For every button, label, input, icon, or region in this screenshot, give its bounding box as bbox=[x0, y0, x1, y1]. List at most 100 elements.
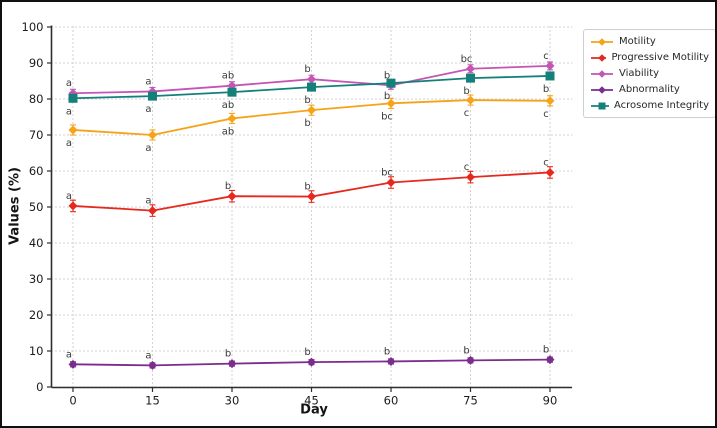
legend-diamond-marker-icon bbox=[591, 53, 607, 62]
square-marker bbox=[68, 93, 78, 103]
y-tick-label: 50 bbox=[29, 200, 44, 214]
legend-item-viability: Viability bbox=[590, 67, 709, 80]
legend-diamond-marker-icon bbox=[591, 85, 613, 94]
significance-letter: b bbox=[384, 91, 390, 102]
y-tick-label: 90 bbox=[29, 56, 44, 70]
significance-letter: b bbox=[384, 70, 390, 81]
legend: Motility Progressive Motility Viability Abn… bbox=[583, 29, 715, 118]
diamond-marker bbox=[227, 359, 237, 369]
y-tick-label: 0 bbox=[36, 380, 43, 394]
square-marker bbox=[227, 87, 237, 97]
diamond-marker bbox=[386, 178, 396, 188]
significance-letter: c bbox=[543, 109, 549, 120]
x-tick-label: 60 bbox=[384, 394, 399, 408]
diamond-marker bbox=[545, 61, 555, 71]
significance-letter: a bbox=[66, 138, 72, 149]
y-tick-label: 100 bbox=[22, 20, 44, 34]
series-progressive-motility: a a b b bc c c bbox=[66, 157, 555, 217]
diamond-marker bbox=[466, 95, 475, 105]
diamond-marker bbox=[307, 105, 316, 115]
legend-diamond-marker-icon bbox=[591, 37, 613, 46]
square-marker bbox=[386, 78, 396, 88]
diamond-marker bbox=[68, 125, 78, 135]
diamond-marker bbox=[68, 201, 78, 211]
significance-letter: bc bbox=[461, 54, 473, 65]
diamond-marker bbox=[545, 355, 555, 365]
square-marker bbox=[307, 82, 316, 92]
legend-item-progressive-motility: Progressive Motility bbox=[590, 51, 709, 64]
diamond-marker bbox=[148, 206, 157, 216]
legend-label: Progressive Motility bbox=[611, 52, 709, 63]
significance-letter: b bbox=[225, 349, 231, 360]
significance-letter: b bbox=[304, 64, 310, 75]
diamond-marker bbox=[307, 74, 316, 84]
y-tick-label: 80 bbox=[29, 92, 44, 106]
x-tick-label: 0 bbox=[69, 394, 76, 408]
significance-letter: b bbox=[543, 345, 549, 356]
significance-letter: b bbox=[225, 181, 231, 192]
significance-letter: bc bbox=[381, 111, 393, 122]
square-marker bbox=[545, 71, 555, 81]
significance-letter: b bbox=[304, 347, 310, 358]
x-tick-label: 30 bbox=[225, 394, 240, 408]
diamond-marker bbox=[148, 360, 157, 370]
y-tick-label: 70 bbox=[29, 128, 44, 142]
diamond-marker bbox=[227, 113, 237, 123]
significance-letter: a bbox=[145, 76, 151, 87]
legend-diamond-marker-icon bbox=[591, 69, 613, 78]
y-tick-label: 10 bbox=[29, 344, 44, 358]
significance-letter: b bbox=[304, 182, 310, 193]
legend-item-abnormality: Abnormality bbox=[590, 83, 709, 96]
legend-label: Abnormality bbox=[619, 84, 680, 95]
diamond-marker bbox=[545, 96, 555, 106]
significance-letter: b bbox=[463, 345, 469, 356]
significance-letter: c bbox=[543, 51, 549, 62]
legend-square-marker-icon bbox=[591, 102, 609, 109]
significance-letter: a bbox=[145, 143, 151, 154]
diamond-marker bbox=[466, 172, 475, 182]
significance-letter: a bbox=[66, 78, 72, 89]
x-tick-label: 90 bbox=[543, 394, 558, 408]
series-acrosome-integrity: a a ab b b b b bbox=[66, 71, 555, 117]
diamond-marker bbox=[386, 98, 396, 108]
significance-letter: a bbox=[66, 349, 72, 360]
y-tick-label: 20 bbox=[29, 308, 44, 322]
y-axis-label: Values (%) bbox=[7, 167, 23, 245]
diamond-marker bbox=[68, 359, 78, 369]
legend-label: Acrosome Integrity bbox=[613, 100, 709, 111]
legend-item-acrosome-integrity: Acrosome Integrity bbox=[590, 99, 709, 112]
square-marker bbox=[466, 73, 475, 83]
significance-letter: ab bbox=[222, 100, 234, 111]
significance-letter: a bbox=[66, 106, 72, 117]
legend-item-motility: Motility bbox=[590, 35, 709, 48]
diamond-marker bbox=[545, 167, 555, 177]
square-marker bbox=[148, 91, 157, 101]
diamond-marker bbox=[466, 64, 475, 74]
y-tick-label: 30 bbox=[29, 272, 44, 286]
significance-letter: bc bbox=[381, 168, 393, 179]
significance-letter: c bbox=[464, 162, 470, 173]
significance-letter: a bbox=[66, 191, 72, 202]
diamond-marker bbox=[227, 191, 237, 201]
y-tick-label: 60 bbox=[29, 164, 44, 178]
x-axis-label: Day bbox=[300, 402, 328, 418]
y-tick-label: 40 bbox=[29, 236, 44, 250]
diamond-marker bbox=[148, 130, 157, 140]
legend-label: Motility bbox=[619, 36, 656, 47]
legend-label: Viability bbox=[619, 68, 660, 79]
x-tick-label: 45 bbox=[304, 394, 319, 408]
significance-letter: b bbox=[384, 346, 390, 357]
significance-letter: a bbox=[145, 104, 151, 115]
significance-letter: b bbox=[304, 118, 310, 129]
diamond-marker bbox=[466, 355, 475, 365]
significance-letter: a bbox=[145, 196, 151, 207]
significance-letter: a bbox=[145, 350, 151, 361]
x-tick-label: 75 bbox=[463, 394, 478, 408]
significance-letter: c bbox=[543, 157, 549, 168]
diamond-marker bbox=[307, 192, 316, 202]
diamond-marker bbox=[386, 356, 396, 366]
